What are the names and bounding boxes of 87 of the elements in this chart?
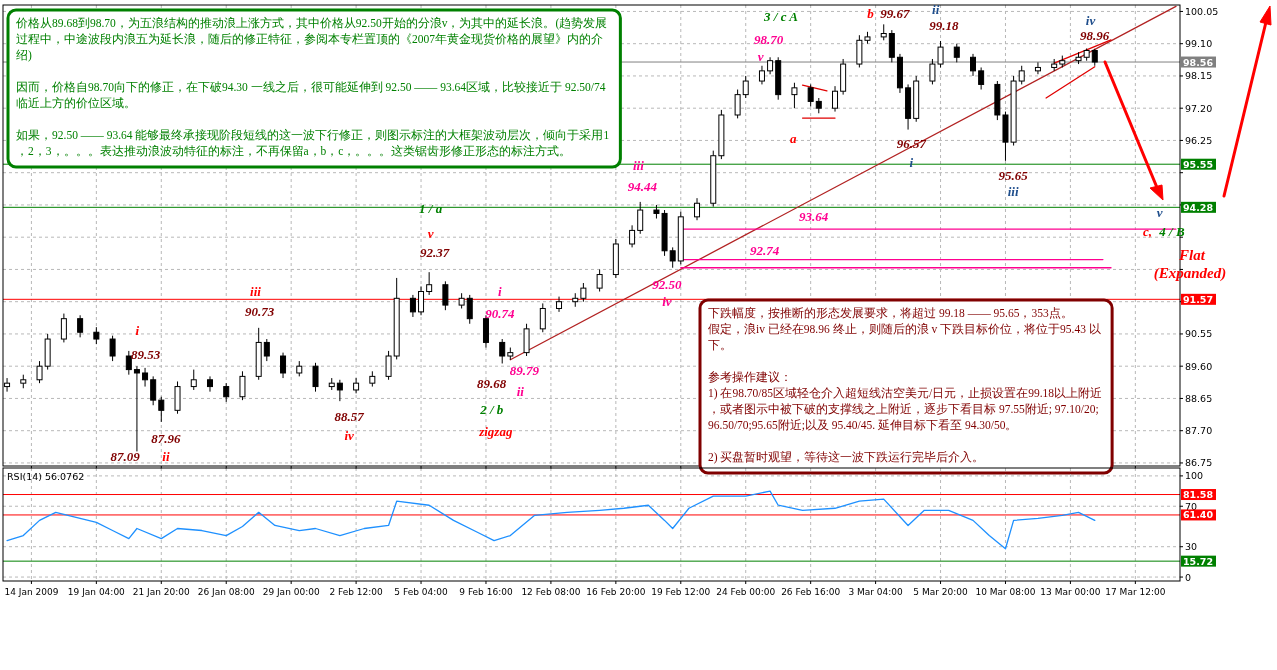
annotation: 99.67 [880, 5, 911, 21]
annotation: 92.37 [420, 245, 450, 261]
y-tick-label: 99.10 [1185, 38, 1213, 50]
annotation: 95.65 [998, 167, 1029, 183]
x-tick-label: 5 Mar 20:00 [913, 587, 968, 597]
annotation: a [789, 130, 797, 146]
y-tick-label: 98.15 [1185, 70, 1213, 82]
annotation: v [427, 225, 434, 241]
annotation: i [909, 154, 914, 170]
x-tick-label: 13 Mar 00:00 [1040, 587, 1101, 597]
annotation: ii [516, 383, 525, 399]
annotation: 如果，92.50 —— 93.64 能够最终承接现阶段短线的这一波下行修正，则图示标注的大框架波动层次，倾向于采用1，2，3，。。。表达推动浪波动特征的标注，不再保留a，b，c，。。。这类锯齿形修正形态的标注方式。 [16, 128, 610, 157]
annotation: b [867, 5, 875, 21]
annotation: 90.73 [244, 304, 275, 320]
ref-line-label: 94.28 [1183, 201, 1214, 213]
x-tick-label: 12 Feb 08:00 [521, 587, 581, 597]
x-tick-label: 24 Feb 00:00 [716, 587, 776, 597]
annotation: 89.53 [130, 346, 161, 362]
annotation: (Expanded) [1153, 265, 1227, 282]
annotation: v [1156, 204, 1163, 220]
y-tick-label: 86.75 [1185, 457, 1213, 469]
x-tick-label: 21 Jan 20:00 [132, 587, 191, 597]
annotation: c, [1142, 223, 1153, 239]
annotation: 88.57 [334, 408, 365, 424]
annotation: 93.64 [798, 209, 829, 225]
annotation: iv [1085, 13, 1096, 29]
annotation: 2 / b [479, 401, 504, 417]
annotation: 假定，浪iv 已经在98.96 终止，则随后的浪 v 下跌目标价位，将位于95.43 以下。 [708, 322, 1101, 351]
annotation: ii [162, 449, 170, 465]
y-tick-label: 88.65 [1185, 392, 1213, 404]
y-tick-label: 100.05 [1185, 5, 1219, 17]
annotation: 3 / c A [763, 9, 799, 25]
x-tick-label: 19 Jan 04:00 [67, 587, 126, 597]
annotation: ii [932, 2, 940, 18]
x-tick-label: 17 Mar 12:00 [1105, 587, 1166, 597]
ref-line-label: 95.55 [1183, 158, 1214, 170]
ref-line-label: 91.57 [1183, 293, 1214, 305]
x-tick-label: 16 Feb 20:00 [586, 587, 646, 597]
y-tick-label: 87.70 [1185, 425, 1213, 437]
annotation: i [135, 323, 140, 339]
y-tick-label: 0 [1185, 571, 1192, 583]
y-tick-label: 97.20 [1185, 102, 1213, 114]
x-tick-label: 5 Feb 04:00 [394, 587, 448, 597]
annotation: 89.68 [477, 376, 507, 392]
ref-line-label: 61.40 [1183, 509, 1214, 521]
x-tick-label: 9 Feb 16:00 [459, 587, 513, 597]
annotation: zigzag [478, 423, 513, 439]
x-tick-label: 2 Feb 12:00 [329, 587, 384, 597]
annotation: 参考操作建议： [708, 370, 792, 383]
annotation: 因而，价格自98.70向下的修正，在下破94.30 一线之后，很可能延伸到 92.50 —— 93.64区域，比较接近于 92.50/74临近上方的价位区域。 [16, 80, 606, 109]
annotation: 92.74 [750, 242, 780, 258]
annotation: 87.96 [151, 431, 182, 447]
annotation: v [757, 49, 764, 65]
annotation: 94.44 [627, 179, 658, 195]
ref-line-label: 81.58 [1183, 489, 1214, 501]
y-tick-label: 89.60 [1185, 360, 1213, 372]
annotation: 99.18 [929, 17, 959, 33]
x-tick-label: 14 Jan 2009 [4, 587, 59, 597]
annotation: 87.09 [110, 448, 141, 464]
annotation: 92.50 [652, 276, 683, 292]
x-tick-label: 26 Feb 16:00 [781, 587, 841, 597]
annotation: i [498, 284, 503, 300]
x-tick-label: 29 Jan 00:00 [262, 587, 320, 597]
ref-line-label: 98.56 [1183, 56, 1214, 68]
chart-title: RSI(14) 56.0762 [7, 471, 85, 482]
annotation: 98.70 [754, 32, 784, 48]
x-tick-label: 10 Mar 08:00 [975, 587, 1036, 597]
annotation: 下跌幅度，按推断的形态发展要求，将超过 99.18 —— 95.65，353点。 [708, 306, 1073, 319]
y-tick-label: 70 [1185, 500, 1198, 512]
x-tick-label: 3 Mar 04:00 [848, 587, 904, 597]
x-tick-label: 26 Jan 08:00 [197, 587, 255, 597]
annotation: 98.96 [1079, 28, 1110, 44]
annotation: 89.79 [509, 363, 540, 379]
y-tick-label: 96.25 [1185, 134, 1213, 146]
annotation: iii [1007, 183, 1019, 199]
y-tick-label: 100 [1185, 470, 1204, 482]
ref-line-label: 15.72 [1183, 555, 1214, 567]
annotation: 90.74 [485, 306, 516, 322]
y-tick-label: 90.55 [1185, 328, 1213, 340]
annotation: iii [250, 284, 262, 300]
annotation: 价格从89.68到98.70，为五浪结构的推动浪上涨方式，其中价格从92.50开始的分浪v，为其中的延长浪。(趋势发展过程中，中途波段内浪五为延长浪，随后的修正特征，参阅本专栏置顶的《2007年黄金现货价格的展望》内的介绍) [15, 16, 608, 62]
annotation: iv [344, 428, 355, 444]
annotation: 1) 在98.70/85区域轻仓介入超短线沽空美元/日元，止损设置在99.18以上附近，或者图示中被下破的支撑线之上附近，逐步下看目标 97.55附近; 97.10/20;96.50/70;95.65附近;以及 95.40/45. 延伸目标下看至 94.30/50。 [708, 386, 1103, 431]
annotation: Flat [1178, 247, 1206, 263]
y-tick-label: 30 [1185, 541, 1198, 553]
x-tick-label: 19 Feb 12:00 [651, 587, 711, 597]
annotation: 2) 买盘暂时观望，等待这一波下跌运行完毕后介入。 [708, 450, 985, 464]
